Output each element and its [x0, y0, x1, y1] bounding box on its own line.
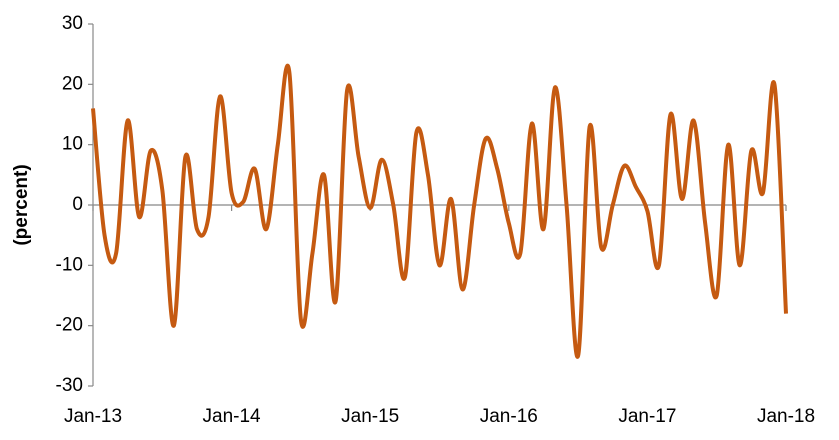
- y-tick-label: 20: [62, 73, 83, 94]
- y-tick-label: 10: [62, 134, 83, 155]
- x-tick-label: Jan-16: [480, 406, 538, 427]
- y-tick-label: -10: [56, 254, 83, 275]
- x-tick-label: Jan-14: [203, 406, 262, 427]
- x-tick-label: Jan-17: [618, 406, 676, 427]
- y-axis-label: (percent): [11, 164, 32, 245]
- line-series: [91, 63, 788, 359]
- y-tick-label: 30: [62, 13, 83, 34]
- x-tick-label: Jan-13: [64, 406, 122, 427]
- y-tick-label: -30: [56, 375, 83, 396]
- y-tick-label: -20: [56, 315, 83, 336]
- x-tick-label: Jan-18: [757, 406, 815, 427]
- y-tick-label: 0: [72, 194, 83, 215]
- x-tick-label: Jan-15: [341, 406, 399, 427]
